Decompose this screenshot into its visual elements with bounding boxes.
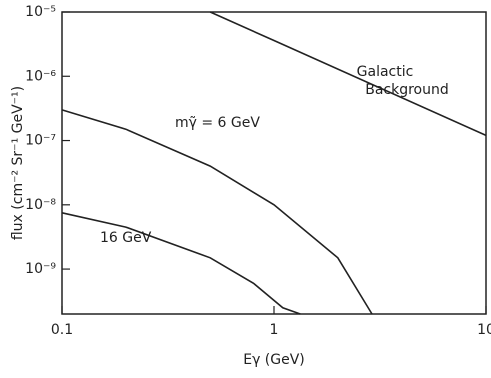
x-tick-label: 0.1 (51, 322, 73, 338)
x-tick-label: 10 (477, 322, 491, 338)
y-axis-label: flux (cm⁻² Sr⁻¹ GeV⁻¹) (10, 86, 26, 240)
series-label: 16 GeV (100, 230, 152, 246)
series-line (209, 11, 487, 137)
x-axis-label: Eγ (GeV) (243, 352, 305, 368)
series-line (61, 109, 373, 315)
y-tick-label: 10⁻⁶ (25, 68, 56, 84)
y-tick-label: 10⁻⁷ (25, 133, 56, 149)
x-tick-label: 1 (270, 322, 279, 338)
series-label: Galactic Background (357, 64, 449, 98)
y-tick-label: 10⁻⁸ (25, 197, 56, 213)
y-tick-label: 10⁻⁹ (25, 261, 56, 277)
series-line (61, 212, 301, 315)
y-tick-label: 10⁻⁵ (25, 4, 56, 20)
series-label: mγ̃ = 6 GeV (175, 115, 260, 131)
plot-frame (61, 11, 487, 315)
